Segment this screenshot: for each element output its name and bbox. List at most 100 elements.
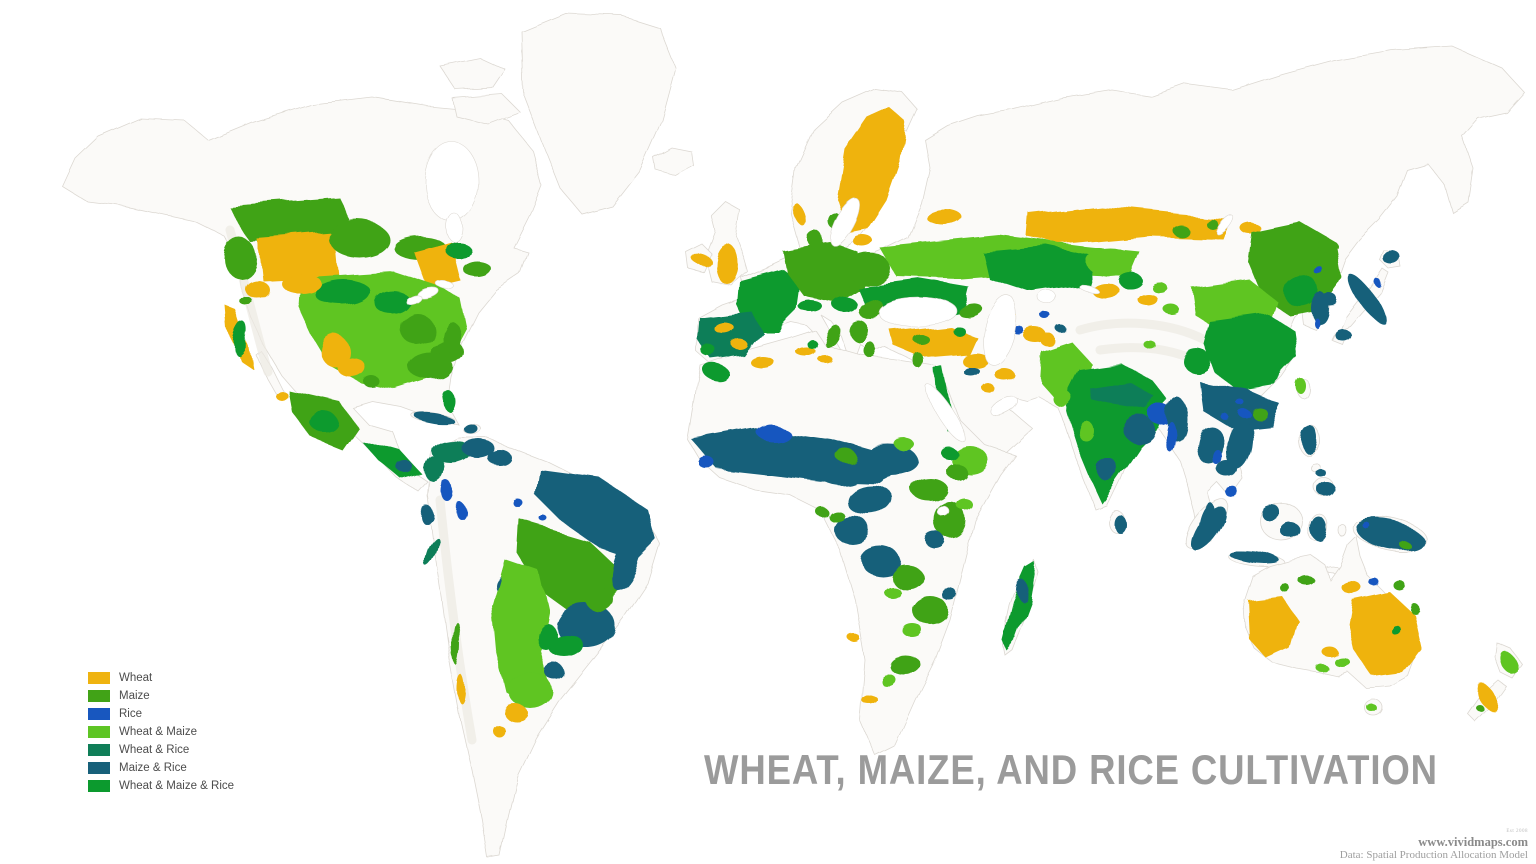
crop-blob	[240, 296, 252, 306]
crop-blob	[234, 324, 250, 356]
crop-blob	[832, 296, 856, 312]
crop-blob	[1002, 562, 1036, 650]
crop-blob	[280, 272, 320, 292]
crop-blob	[807, 339, 817, 349]
legend-item-label: Wheat	[119, 671, 153, 684]
crop-blob	[1334, 657, 1350, 667]
crop-blob	[364, 376, 380, 388]
crop-blob	[927, 210, 963, 226]
crop-blob	[846, 252, 890, 284]
crop-blob	[224, 238, 256, 278]
crop-blob	[702, 347, 718, 357]
crop-blob	[1364, 524, 1372, 530]
crop-blob	[432, 440, 472, 464]
website-text: www.vividmaps.com	[1418, 834, 1528, 849]
crop-blob	[942, 589, 958, 601]
crop-blob	[862, 695, 878, 705]
crop-blob	[1057, 326, 1067, 334]
crop-blob	[961, 352, 989, 368]
crop-blob	[1320, 242, 1340, 254]
crop-blob	[808, 232, 824, 248]
crop-blob	[1144, 341, 1156, 349]
credits: Est 2008 www.vividmaps.com Data: Spatial…	[1340, 829, 1528, 862]
crop-blob	[1316, 480, 1334, 496]
crop-blob	[925, 532, 945, 548]
crop-blob	[713, 242, 737, 282]
crop-blob	[862, 446, 918, 474]
crop-blob	[492, 560, 548, 706]
crop-blob	[834, 516, 870, 544]
crop-blob	[860, 546, 900, 574]
crop-blob	[902, 623, 922, 637]
crop-blob	[1348, 592, 1420, 676]
crop-blob	[698, 456, 714, 468]
legend-item-label: Maize & Rice	[119, 761, 187, 774]
crop-blob	[816, 507, 828, 517]
crop-blob	[716, 324, 736, 336]
crop-blob	[1369, 578, 1379, 586]
crop-blob	[1394, 581, 1406, 591]
crop-blob	[1300, 577, 1316, 587]
crop-blob	[402, 314, 434, 346]
great-lake	[434, 279, 454, 289]
legend-swatch	[88, 743, 110, 756]
crop-blob	[488, 450, 512, 466]
crop-blob	[957, 499, 973, 511]
crop-blob	[850, 636, 862, 644]
inland-seas	[406, 141, 1234, 518]
crop-blob	[1220, 413, 1228, 419]
crop-blob	[956, 301, 980, 315]
crop-blob	[732, 340, 748, 350]
crop-blob	[1313, 317, 1319, 327]
crop-blob	[276, 391, 288, 401]
crop-blob	[836, 449, 856, 463]
crop-blob	[915, 354, 925, 370]
crop-blob	[819, 356, 833, 364]
crop-blob	[1240, 222, 1260, 234]
crop-blob	[1313, 466, 1323, 474]
crop-blob	[258, 234, 338, 280]
legend-swatch	[88, 761, 110, 774]
crop-blob	[912, 478, 948, 502]
crop-blob	[995, 369, 1015, 381]
crop-blob	[756, 424, 788, 440]
crop-blob	[848, 320, 868, 340]
crop-blob	[982, 246, 1096, 292]
crop-blob	[1098, 458, 1118, 482]
crop-blob	[1334, 328, 1350, 340]
crop-blob	[244, 279, 268, 297]
crop-blob	[880, 674, 896, 686]
crop-blob	[424, 536, 440, 568]
crop-blob	[464, 262, 492, 278]
crop-blob	[1086, 248, 1134, 276]
legend-swatch	[88, 689, 110, 702]
crop-blob	[374, 290, 410, 314]
crop-blob	[1499, 650, 1517, 674]
crops-africa	[692, 424, 1036, 705]
crop-blob	[852, 234, 872, 246]
crop-blob	[1090, 382, 1154, 410]
crop-blob	[1342, 582, 1362, 594]
crop-blob	[609, 531, 641, 589]
crop-blob	[912, 596, 948, 624]
crop-blob	[1260, 504, 1280, 520]
great-lake	[406, 295, 422, 305]
crop-blob	[1237, 408, 1249, 416]
crop-blob	[1316, 664, 1328, 672]
crop-blob	[535, 621, 555, 649]
crop-blob	[1167, 422, 1177, 454]
crop-blob	[1310, 516, 1326, 540]
landmass-greenland	[521, 13, 677, 215]
crop-blob	[1164, 305, 1180, 315]
crop-blob	[1250, 406, 1266, 418]
crop-blob	[455, 502, 465, 518]
legend-item: Wheat	[88, 671, 234, 684]
legend-swatch	[88, 779, 110, 792]
crop-blob	[462, 438, 494, 458]
crop-blob	[454, 623, 462, 667]
crop-blob	[1367, 704, 1377, 712]
crop-blob	[1474, 703, 1482, 709]
crops-east-asia	[1144, 222, 1401, 428]
crop-blob	[508, 672, 552, 708]
